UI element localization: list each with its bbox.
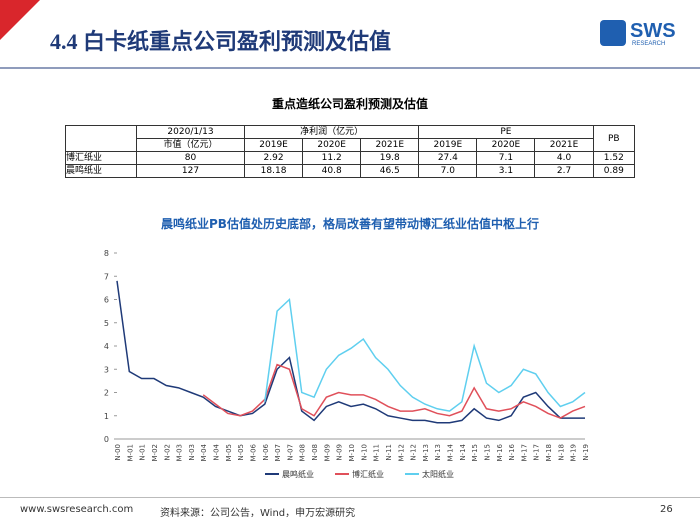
cell: 2021E (360, 138, 420, 152)
cell: 3.1 (476, 164, 536, 178)
x-tick-label: N-19 (582, 444, 590, 461)
x-tick-label: M-02 (151, 444, 159, 461)
x-tick-label: N-06 (262, 443, 270, 460)
chart-title: 晨鸣纸业PB估值处历史底部，格局改善有望带动博汇纸业估值中枢上行 (161, 216, 539, 231)
x-tick-label: M-04 (200, 443, 208, 461)
cell: 7.0 (418, 164, 478, 178)
cell: 2020E (302, 138, 362, 152)
x-tick-label: N-04 (213, 443, 221, 460)
legend-label: 博汇纸业 (352, 469, 384, 479)
y-tick-label: 1 (104, 412, 109, 421)
x-tick-label: N-10 (360, 444, 368, 461)
cell: 46.5 (360, 164, 420, 178)
x-tick-label: M-08 (299, 444, 307, 461)
y-tick-label: 4 (104, 342, 109, 351)
cell: PB (592, 125, 636, 152)
x-tick-label: M-03 (176, 444, 184, 461)
x-tick-label: M-14 (447, 443, 455, 461)
cell: 市值（亿元） (135, 138, 246, 152)
x-tick-label: N-05 (237, 444, 245, 461)
x-tick-label: M-05 (225, 444, 233, 461)
y-tick-label: 2 (104, 389, 109, 398)
x-tick-label: M-18 (545, 444, 553, 461)
footer-rule (0, 497, 700, 498)
x-tick-label: N-00 (114, 444, 122, 461)
x-tick-label: N-09 (336, 444, 344, 461)
cell: 2.7 (534, 164, 594, 178)
x-tick-label: M-16 (496, 443, 504, 461)
cell: 4.0 (534, 151, 594, 165)
cell: 18.18 (244, 164, 304, 178)
y-tick-label: 3 (104, 365, 109, 374)
logo: SWS (630, 20, 676, 42)
x-tick-label: N-01 (139, 444, 147, 461)
y-tick-label: 0 (104, 435, 109, 444)
y-tick-label: 6 (104, 296, 109, 305)
cell: 0.89 (592, 164, 636, 178)
x-tick-label: N-11 (385, 444, 393, 461)
footer-source: 资料来源：公司公告，Wind，申万宏源研究 (160, 508, 356, 519)
cell: 2019E (244, 138, 304, 152)
table: 2020/1/13 净利润（亿元） PE PB 市值（亿元） 2019E 2020E 202… (65, 125, 636, 178)
y-tick-label: 5 (104, 319, 109, 328)
y-tick-label: 8 (104, 249, 109, 258)
series-line (202, 363, 586, 419)
x-tick-label: N-13 (434, 444, 442, 461)
x-tick-label: M-06 (249, 443, 257, 461)
x-tick-label: N-15 (483, 444, 491, 461)
x-tick-label: M-01 (126, 444, 134, 461)
x-tick-label: N-12 (410, 444, 418, 461)
chart: 晨鸣纸业PB估值处历史底部，格局改善有望带动博汇纸业估值中枢上行 0 1 2 3 4 5 6… (104, 216, 590, 479)
legend-label: 太阳纸业 (422, 469, 454, 479)
legend-label: 晨鸣纸业 (282, 469, 314, 479)
x-tick-label: M-10 (348, 444, 356, 461)
x-tick-label: M-13 (422, 444, 430, 461)
cell: 2019E (418, 138, 478, 152)
x-tick-label: M-11 (373, 444, 381, 461)
x-tick-label: N-07 (286, 444, 294, 461)
y-tick-label: 7 (104, 272, 109, 281)
table-title: 重点造纸公司盈利预测及估值 (271, 97, 428, 111)
series-line (116, 280, 585, 424)
cell: 2.92 (244, 151, 304, 165)
cell: 80 (135, 151, 246, 165)
page-number: 26 (660, 504, 673, 515)
cell: 40.8 (302, 164, 362, 178)
cell: 27.4 (418, 151, 478, 165)
cell: 11.2 (302, 151, 362, 165)
cell: PE (418, 125, 594, 139)
footer-url: www.swsresearch.com (20, 504, 134, 515)
x-tick-label: M-12 (397, 444, 405, 461)
x-tick-label: N-16 (508, 443, 516, 460)
cell: 净利润（亿元） (244, 125, 420, 139)
x-tick-label: N-08 (311, 444, 319, 461)
cell: 博汇纸业 (65, 151, 137, 165)
x-tick-label: M-19 (570, 444, 578, 461)
header-graphics (0, 0, 700, 69)
cell: 127 (135, 164, 246, 178)
x-tick-label: N-18 (557, 444, 565, 461)
x-tick-label: N-02 (163, 444, 171, 461)
cell: 19.8 (360, 151, 420, 165)
cell: 2020E (476, 138, 536, 152)
x-tick-label: N-17 (533, 444, 541, 461)
logo-sub: RESEARCH (632, 41, 666, 47)
cell: 7.1 (476, 151, 536, 165)
x-tick-label: M-15 (471, 444, 479, 461)
cell: 2021E (534, 138, 594, 152)
x-tick-label: M-09 (323, 444, 331, 461)
x-tick-label: M-17 (520, 444, 528, 461)
title: 4.4 白卡纸重点公司盈利预测及估值 (50, 29, 392, 54)
series-line (264, 297, 586, 412)
logo-icon (600, 20, 626, 46)
x-tick-label: N-03 (188, 444, 196, 461)
corner (0, 0, 40, 40)
cell: 2020/1/13 (135, 125, 246, 139)
cell: 1.52 (592, 151, 636, 165)
cell: 晨鸣纸业 (65, 164, 137, 178)
x-tick-label: M-07 (274, 444, 282, 461)
x-tick-label: N-14 (459, 443, 467, 460)
